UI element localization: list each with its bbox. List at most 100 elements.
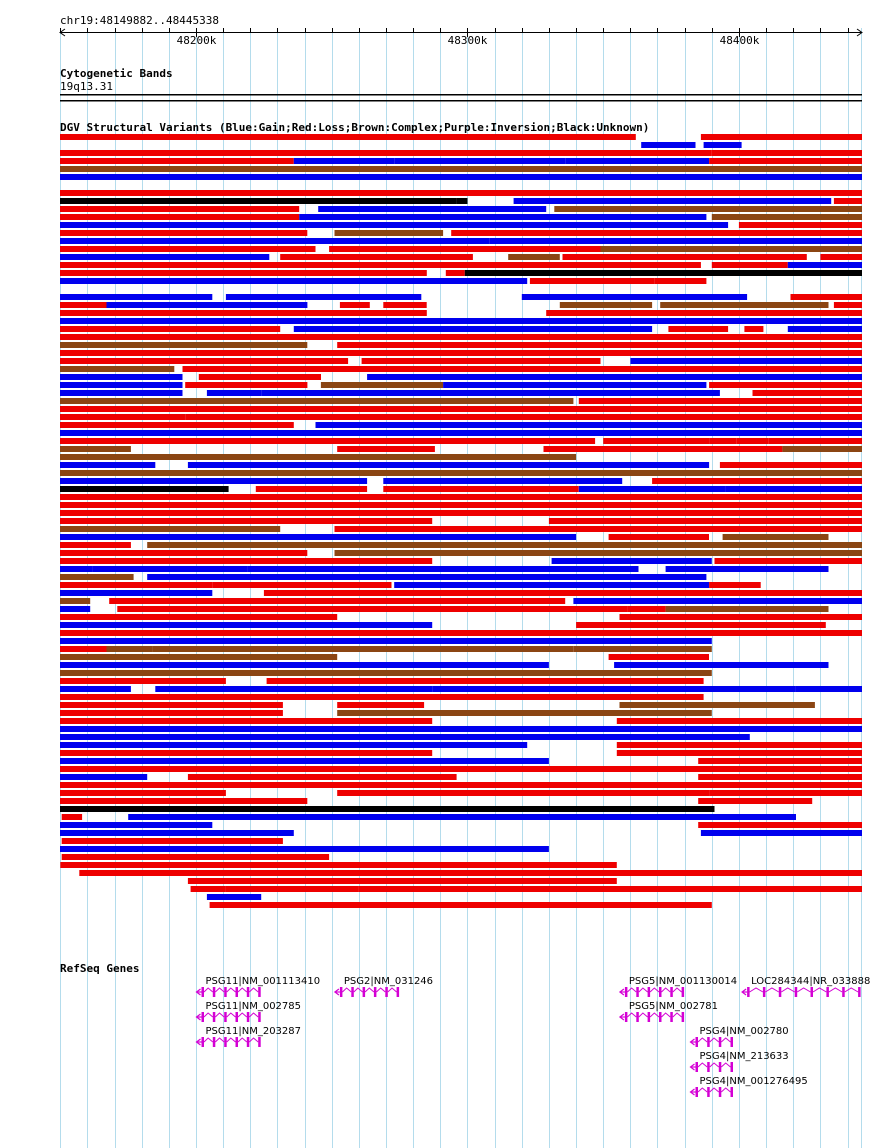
dgv-variant-gain <box>394 158 566 164</box>
dgv-variant-loss <box>711 262 788 268</box>
dgv-variant-loss <box>61 854 330 860</box>
dgv-variant-loss <box>60 694 704 700</box>
gene-strand-arrow <box>741 988 747 996</box>
dgv-variant-loss <box>60 678 226 684</box>
dgv-variant-loss <box>543 446 783 452</box>
dgv-variant-unknown <box>60 486 229 492</box>
ruler-tick-label: 48300k <box>448 34 488 47</box>
dgv-variant-complex <box>619 702 815 708</box>
gene-model <box>195 1037 261 1047</box>
dgv-variant-gain <box>700 830 862 836</box>
gene-intron <box>248 1012 259 1018</box>
dgv-variant-loss <box>60 510 862 516</box>
ruler: 48200k 48300k 48400k <box>59 28 863 47</box>
dgv-variant-gain <box>60 390 183 396</box>
dgv-variant-gain <box>60 254 270 260</box>
dgv-variant-loss <box>714 558 862 564</box>
gene-intron <box>844 987 859 993</box>
dgv-variant-complex <box>60 454 577 460</box>
gene-intron <box>248 987 259 993</box>
dgv-variant-loss <box>60 718 433 724</box>
dgv-variant-loss <box>383 302 427 308</box>
dgv-variant-loss <box>329 246 601 252</box>
gene-model <box>618 987 685 997</box>
gene-exon <box>826 987 829 997</box>
dgv-variant-loss <box>60 438 596 444</box>
gene-exon <box>339 987 343 997</box>
dgv-variant-loss <box>187 774 457 780</box>
gene-exon <box>373 987 377 997</box>
dgv-variant-loss <box>60 414 186 420</box>
dgv-variant-loss <box>719 462 862 468</box>
gene-strand-arrow <box>195 1038 201 1046</box>
dgv-variant-loss <box>60 190 862 196</box>
gene-label: LOC284344|NR_033888 <box>751 976 870 987</box>
dgv-variant-loss <box>451 230 862 236</box>
gene-exon <box>212 1037 216 1047</box>
dgv-variant-loss <box>437 150 712 156</box>
dgv-variant-loss <box>652 478 862 484</box>
dgv-variant-loss <box>60 862 617 868</box>
gene-intron <box>828 987 843 993</box>
dgv-variant-loss <box>60 134 636 140</box>
gene-exon <box>707 1037 710 1047</box>
gene-intron <box>364 987 375 993</box>
gene-exon <box>385 987 388 997</box>
dgv-variant-gain <box>60 278 528 284</box>
gene-strand-arrow <box>689 1063 695 1071</box>
dgv-variant-loss <box>578 398 862 404</box>
gene-intron <box>661 1012 671 1018</box>
gene-intron <box>203 1037 214 1043</box>
cytoband-upper-border <box>60 94 862 96</box>
dgv-variant-gain <box>128 814 796 820</box>
dgv-variant-loss <box>60 214 300 220</box>
gene-model <box>689 1062 733 1072</box>
dgv-variant-loss <box>60 326 281 332</box>
gene-exon <box>224 1037 227 1047</box>
dgv-variant-gain <box>578 486 726 492</box>
gene-intron <box>203 1012 214 1018</box>
dgv-variant-loss <box>60 558 433 564</box>
dgv-variant-complex <box>320 382 444 388</box>
gene-intron <box>765 987 780 993</box>
dgv-variant-gain <box>147 574 707 580</box>
dgv-variant-loss <box>187 878 617 884</box>
refseq-track: PSG11|NM_001113410 PSG2|NM_031246 PSG5|NM_… <box>195 976 870 1097</box>
gene-intron <box>697 1062 708 1068</box>
dgv-variant-gain <box>60 638 712 644</box>
gene-exon <box>647 987 651 997</box>
dgv-variant-loss <box>334 526 862 532</box>
dgv-variant-gain <box>513 198 832 204</box>
dgv-variant-gain <box>247 566 639 572</box>
ruler-right-arrow <box>856 28 863 37</box>
dgv-variant-loss <box>608 654 709 660</box>
dgv-variant-loss <box>820 254 862 260</box>
dgv-variant-loss <box>698 822 862 828</box>
gene-exon <box>235 987 238 997</box>
dgv-variant-complex <box>60 366 175 372</box>
dgv-variant-complex <box>600 246 862 252</box>
dgv-variant-loss <box>60 270 427 276</box>
dgv-variant-complex <box>334 550 862 556</box>
dgv-variant-loss <box>616 742 862 748</box>
dgv-variant-loss <box>182 366 862 372</box>
dgv-variant-loss <box>361 358 601 364</box>
gene-strand-arrow <box>689 1088 695 1096</box>
gene-model <box>333 987 400 997</box>
dgv-variant-loss <box>255 486 368 492</box>
dgv-variant-loss <box>562 254 807 260</box>
gene-exon <box>246 1012 250 1022</box>
dgv-variant-loss <box>603 438 710 444</box>
ruler-tick-label: 48400k <box>720 34 760 47</box>
dgv-variant-complex <box>60 166 862 172</box>
gene-intron <box>226 1012 236 1018</box>
gene-label: PSG4|NM_001276495 <box>700 1076 808 1087</box>
dgv-variant-loss <box>738 222 862 228</box>
gene-exon <box>659 987 662 997</box>
gene-exon <box>842 987 845 997</box>
dgv-variant-gain <box>261 390 720 396</box>
gene-model <box>195 1012 261 1022</box>
dgv-variant-loss <box>60 358 349 364</box>
dgv-variant-unknown <box>456 198 468 204</box>
dgv-variant-gain <box>187 462 710 468</box>
